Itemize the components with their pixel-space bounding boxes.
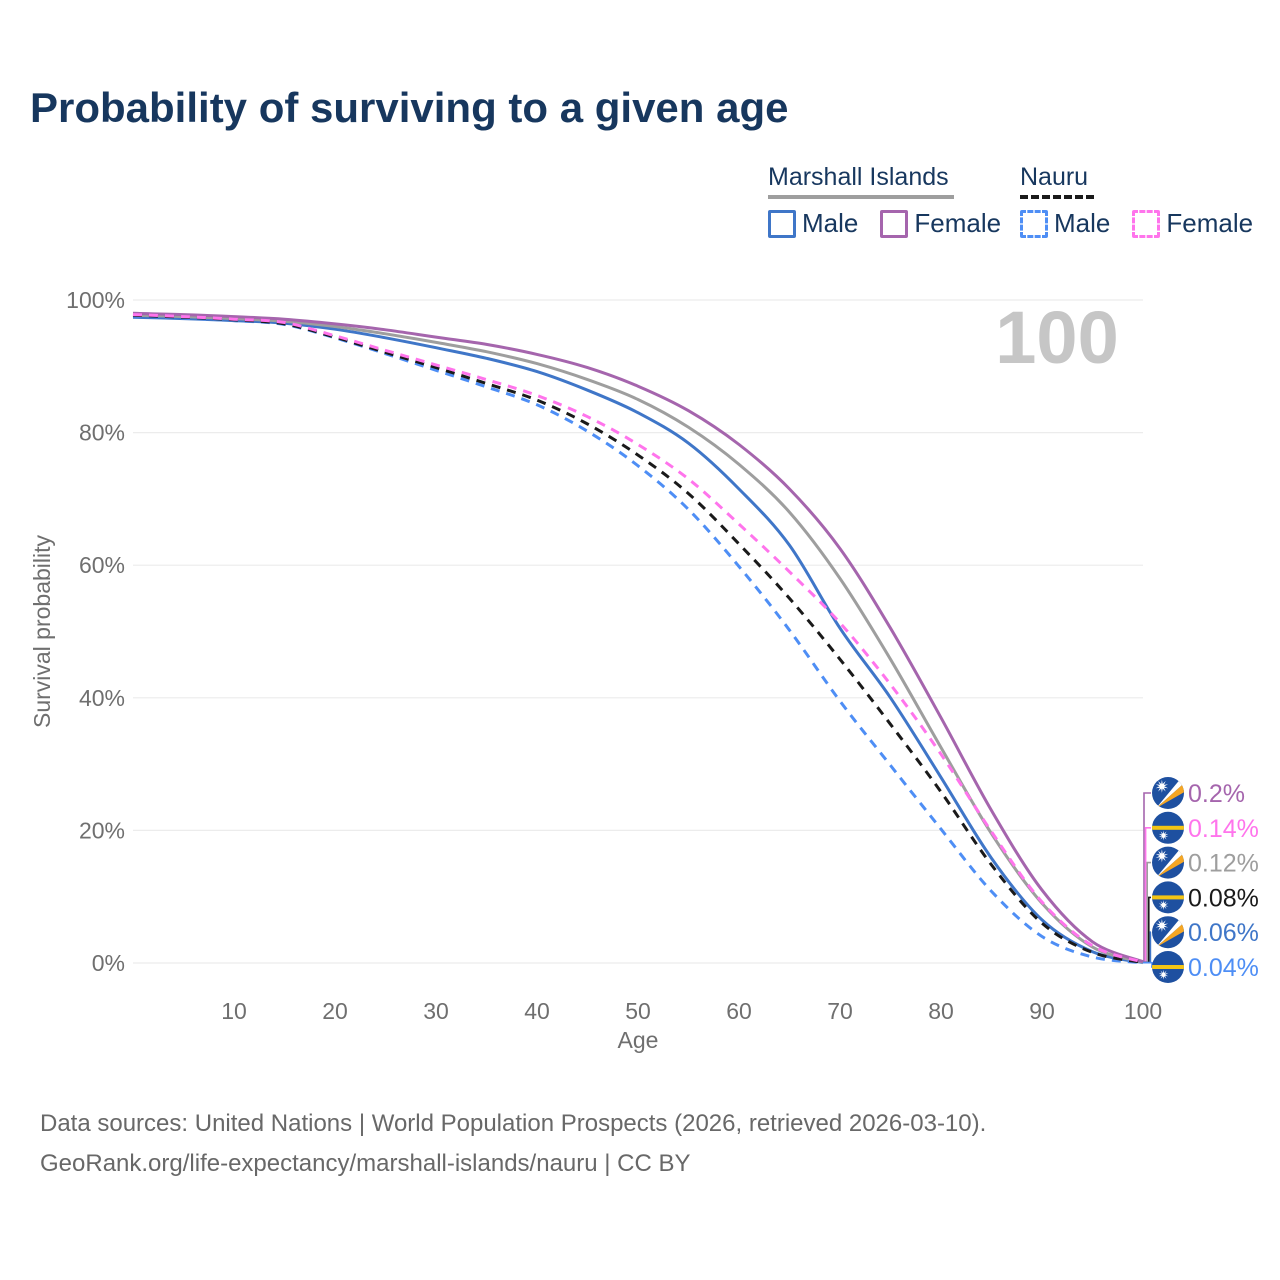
- nauru-flag-icon: [1152, 951, 1184, 983]
- y-tick-label: 0%: [92, 950, 125, 976]
- legend-underline-nauru: [1020, 195, 1094, 199]
- y-tick-label: 20%: [79, 817, 125, 843]
- x-tick-label: 20: [322, 998, 348, 1024]
- marshall-male-swatch-icon: [768, 209, 796, 238]
- y-tick-label: 60%: [79, 552, 125, 578]
- legend-group-marshall-islands: Marshall Islands Male Female: [768, 163, 1001, 239]
- legend-item-marshall-male[interactable]: Male: [768, 208, 858, 239]
- marshall-islands-flag-icon: [1152, 916, 1184, 949]
- legend-items-nauru: Male Female: [1020, 208, 1253, 239]
- marshall-islands-flag-icon: [1152, 846, 1184, 879]
- nauru-female-swatch-icon: [1132, 209, 1161, 238]
- y-tick-label: 80%: [79, 420, 125, 446]
- end-value-label-mi-male: 0.06%: [1188, 919, 1259, 947]
- marshall-islands-flag-icon: [1152, 777, 1184, 809]
- y-axis-title: Survival probability: [29, 534, 55, 728]
- end-value-label-mi-total: 0.12%: [1188, 850, 1259, 878]
- data-sources-line: Data sources: United Nations | World Pop…: [40, 1110, 987, 1137]
- x-tick-label: 50: [625, 998, 651, 1024]
- end-label-connector-nauru-male: [1143, 961, 1153, 968]
- series-line-mi-female: [132, 311, 1144, 964]
- legend-country-label-nauru: Nauru: [1020, 163, 1089, 191]
- x-tick-label: 60: [726, 998, 752, 1024]
- footer: Data sources: United Nations | World Pop…: [40, 1104, 986, 1184]
- attribution-line: GeoRank.org/life-expectancy/marshall-isl…: [40, 1150, 691, 1177]
- marshall-female-swatch-icon: [880, 209, 909, 238]
- y-tick-label: 40%: [79, 685, 125, 711]
- x-axis-title: Age: [618, 1027, 659, 1053]
- x-tick-label: 70: [827, 998, 853, 1024]
- y-tick-label: 100%: [66, 287, 125, 313]
- legend-underline-marshall-islands: [768, 195, 954, 199]
- page-title: Probability of surviving to a given age: [30, 84, 789, 131]
- watermark-age-100: 100: [995, 296, 1118, 379]
- nauru-flag-icon: [1152, 881, 1184, 914]
- legend-item-label: Male: [802, 208, 859, 238]
- legend-items-marshall-islands: Male Female: [768, 208, 1001, 239]
- x-tick-label: 90: [1029, 998, 1055, 1024]
- legend: Marshall Islands Male Female Nauru Male: [0, 163, 1280, 243]
- end-value-label-nauru-female: 0.14%: [1188, 815, 1259, 843]
- end-value-label-mi-female: 0.2%: [1188, 780, 1245, 808]
- legend-item-label: Female: [1166, 208, 1254, 238]
- legend-item-label: Female: [914, 208, 1002, 238]
- end-value-label-nauru-male: 0.04%: [1188, 954, 1259, 982]
- series-line-nauru-female: [132, 313, 1144, 964]
- series-line-mi-male: [132, 315, 1144, 965]
- nauru-male-swatch-icon: [1020, 209, 1048, 238]
- nauru-flag-icon: [1152, 811, 1184, 844]
- legend-country-label-marshall-islands: Marshall Islands: [768, 163, 949, 191]
- legend-group-nauru: Nauru Male Female: [1020, 163, 1253, 239]
- legend-item-label: Male: [1054, 208, 1111, 238]
- x-tick-label: 100: [1124, 998, 1162, 1024]
- legend-item-marshall-female[interactable]: Female: [880, 208, 1001, 239]
- legend-item-nauru-male[interactable]: Male: [1020, 208, 1110, 239]
- x-tick-label: 40: [524, 998, 550, 1024]
- legend-item-nauru-female[interactable]: Female: [1132, 208, 1253, 239]
- end-value-label-nauru-total: 0.08%: [1188, 884, 1259, 912]
- x-tick-label: 80: [928, 998, 954, 1024]
- x-tick-label: 30: [423, 998, 449, 1024]
- x-tick-label: 10: [221, 998, 247, 1024]
